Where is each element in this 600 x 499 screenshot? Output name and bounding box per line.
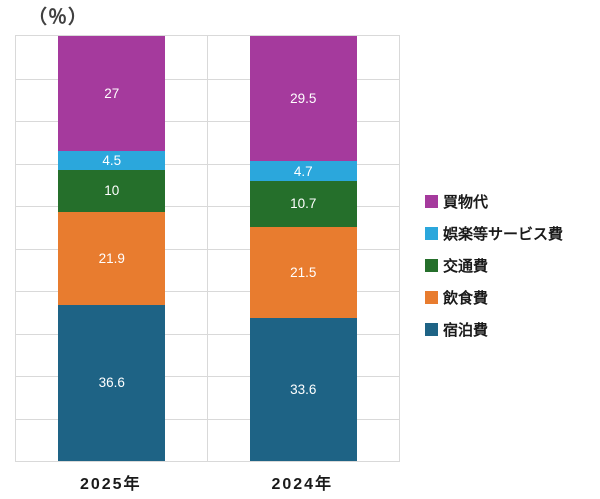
value-label: 21.9	[98, 251, 125, 267]
bar-segment-娯楽等サービス費: 4.7	[249, 161, 357, 182]
plot-area: 36.6 21.9 10 4.5 27 33.6 21.5 10.7 4.7 29.5	[15, 35, 400, 462]
legend-item: 買物代	[425, 185, 563, 217]
legend-swatch-icon	[425, 258, 438, 272]
bar-segment-飲食費: 21.9	[58, 212, 166, 306]
value-label: 36.6	[98, 375, 125, 391]
value-label: 33.6	[290, 381, 317, 397]
gridline-vertical	[207, 36, 208, 461]
bar-segment-宿泊費: 33.6	[249, 318, 357, 461]
x-axis-label: 2025年	[79, 476, 142, 493]
x-axis-label: 2024年	[271, 476, 334, 493]
legend-label: 買物代	[443, 193, 489, 211]
legend-label: 宿泊費	[443, 321, 489, 339]
legend-label: 飲食費	[443, 289, 489, 307]
value-label: 4.5	[102, 152, 122, 168]
value-label: 21.5	[290, 264, 317, 280]
value-label: 10.7	[290, 196, 317, 212]
legend-item: 交通費	[425, 249, 563, 281]
stacked-bar-2025年: 36.6 21.9 10 4.5 27	[58, 36, 166, 461]
value-label: 10	[104, 183, 120, 199]
legend-label: 交通費	[443, 257, 489, 275]
bar-segment-交通費: 10	[58, 169, 166, 213]
legend-swatch-icon	[425, 290, 438, 304]
bar-segment-交通費: 10.7	[249, 181, 357, 227]
value-label: 4.7	[293, 163, 313, 179]
legend-item: 飲食費	[425, 281, 563, 313]
bar-segment-買物代: 27	[58, 36, 166, 151]
legend-label: 娯楽等サービス費	[443, 225, 564, 243]
axis-unit-label: （％）	[28, 7, 89, 28]
value-label: 29.5	[290, 90, 317, 106]
legend-swatch-icon	[425, 226, 438, 240]
bar-segment-娯楽等サービス費: 4.5	[58, 150, 166, 170]
legend-swatch-icon	[425, 194, 438, 208]
bar-segment-宿泊費: 36.6	[58, 305, 166, 461]
bar-segment-飲食費: 21.5	[249, 226, 357, 319]
value-label: 27	[104, 85, 120, 101]
legend-item: 宿泊費	[425, 313, 563, 345]
bar-segment-買物代: 29.5	[249, 36, 357, 162]
legend: 買物代娯楽等サービス費 交通費飲食費宿泊費	[425, 185, 563, 345]
stacked-bar-2024年: 33.6 21.5 10.7 4.7 29.5	[249, 36, 357, 461]
legend-item: 娯楽等サービス費	[425, 217, 563, 249]
legend-swatch-icon	[425, 322, 438, 336]
